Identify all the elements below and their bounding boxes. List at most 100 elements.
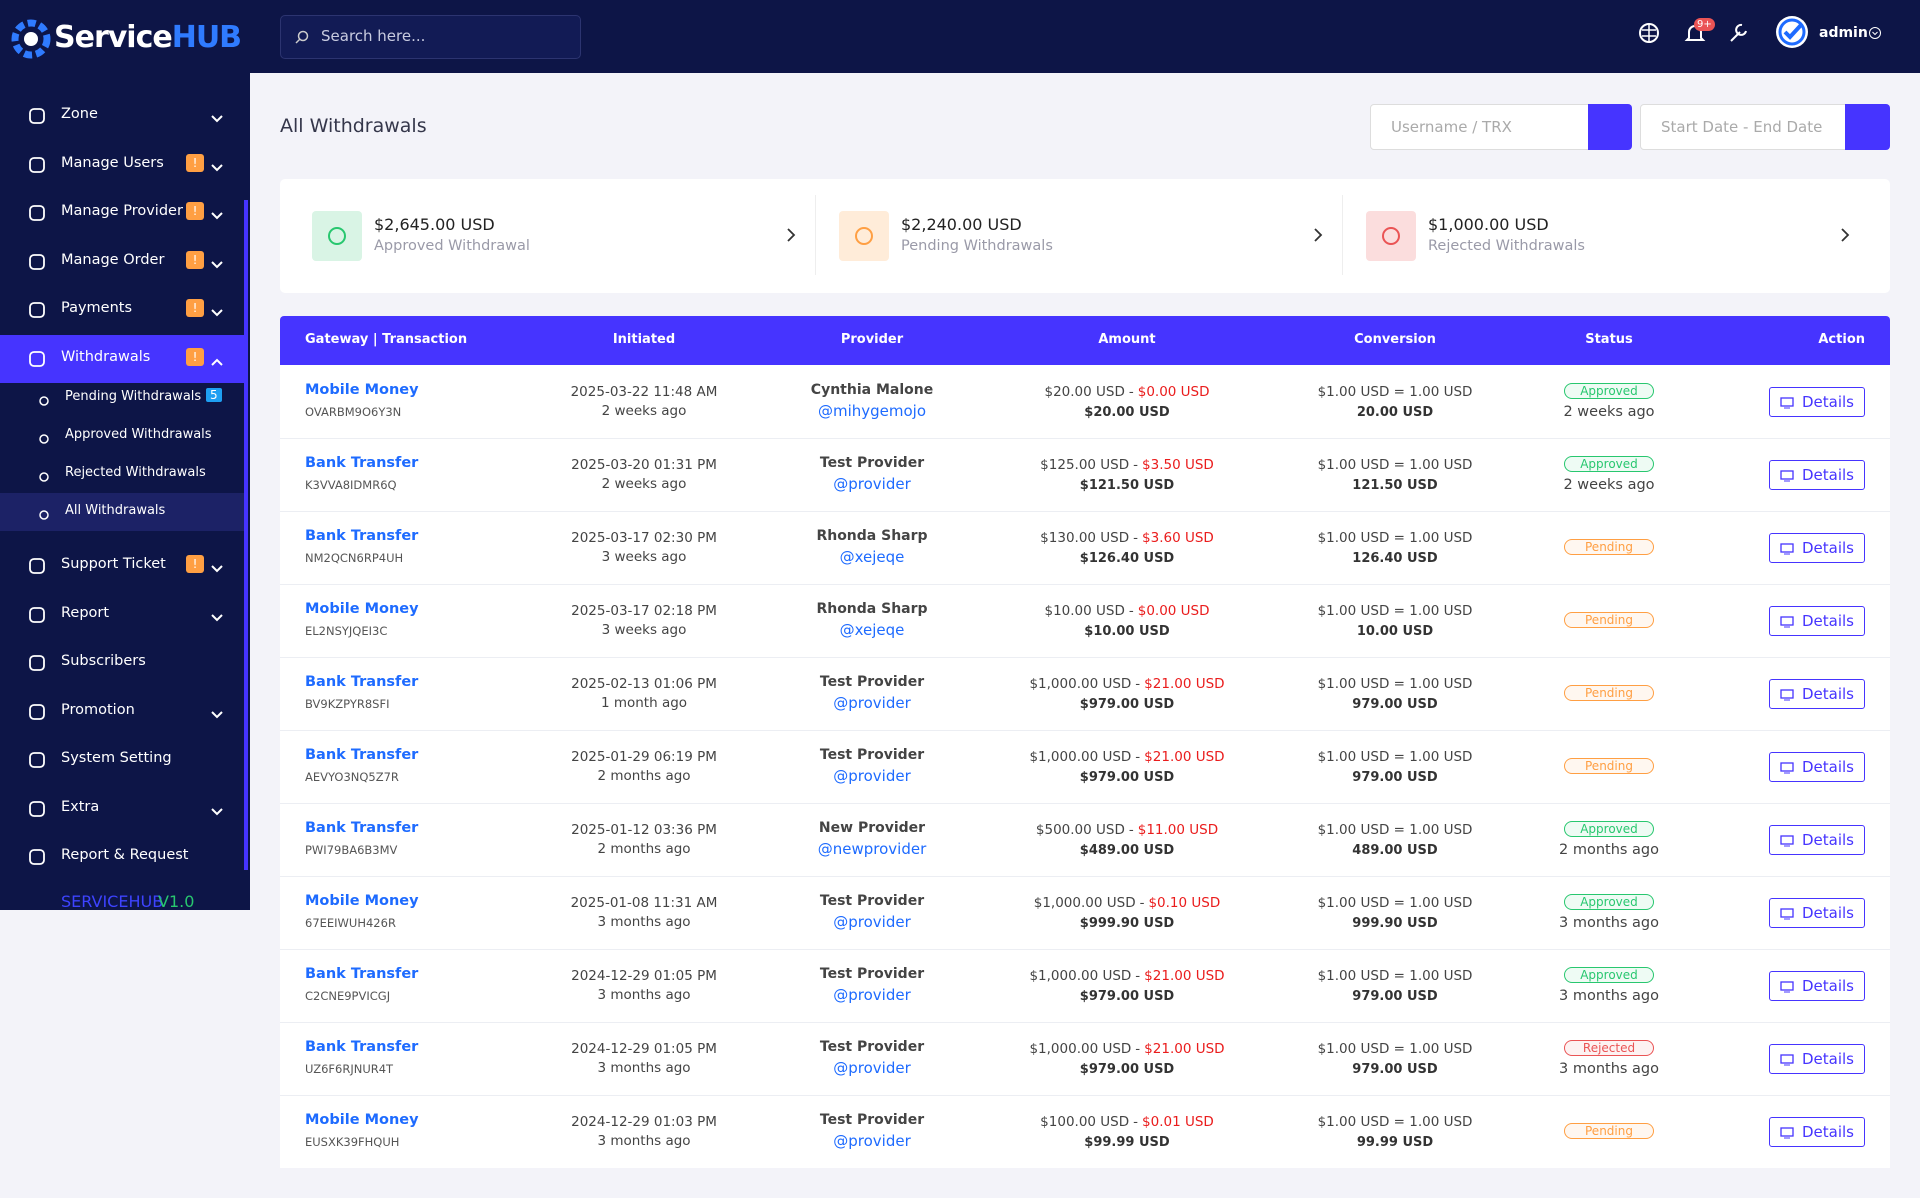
menu-item[interactable]: Promotion — [61, 701, 135, 718]
menu-item[interactable]: Report — [61, 604, 110, 621]
details-label[interactable]: Details — [1801, 539, 1854, 557]
menu-icon — [28, 156, 46, 174]
initiated-ago: 3 weeks ago — [601, 549, 687, 565]
provider-username[interactable]: @provider — [833, 475, 911, 493]
gateway[interactable]: Mobile Money — [305, 1112, 419, 1128]
user-name[interactable]: admin — [1819, 25, 1868, 41]
submenu-item[interactable]: Rejected Withdrawals — [65, 465, 206, 480]
provider-username[interactable]: @provider — [833, 1132, 911, 1150]
provider-name: Test Provider — [819, 966, 925, 982]
details-label[interactable]: Details — [1801, 612, 1854, 630]
details-button[interactable]: Details — [1768, 971, 1865, 1001]
details-label[interactable]: Details — [1801, 977, 1854, 995]
initiated-date: 2025-01-08 11:31 AM — [570, 895, 718, 911]
submenu-item[interactable]: Pending Withdrawals — [65, 389, 202, 404]
date-input[interactable]: Start Date - End Date — [1640, 104, 1846, 150]
provider-username[interactable]: @provider — [833, 694, 911, 712]
menu-item[interactable]: Manage Order — [61, 251, 165, 268]
details-button[interactable]: Details — [1768, 606, 1865, 636]
provider-username[interactable]: @xejeqe — [839, 548, 905, 566]
date-button[interactable] — [1845, 104, 1890, 150]
details-button[interactable]: Details — [1768, 1117, 1865, 1147]
stat-label: Approved Withdrawal — [374, 238, 530, 254]
menu-item[interactable]: Subscribers — [61, 653, 146, 669]
row-divider — [280, 1022, 1890, 1023]
provider-username[interactable]: @newprovider — [817, 840, 927, 858]
amount-line: $20.00 USD - $0.00 USD — [1044, 384, 1209, 400]
details-label[interactable]: Details — [1801, 1050, 1854, 1068]
details-button[interactable]: Details — [1768, 1044, 1865, 1074]
gateway[interactable]: Mobile Money — [305, 601, 419, 617]
menu-item[interactable]: Payments — [61, 300, 133, 316]
provider-username[interactable]: @provider — [833, 913, 911, 931]
gateway[interactable]: Bank Transfer — [305, 1039, 419, 1055]
trx: AEVYO3NQ5Z7R — [305, 770, 399, 784]
gateway[interactable]: Bank Transfer — [305, 747, 419, 763]
avatar[interactable] — [1774, 14, 1810, 50]
charge: $0.00 USD — [1137, 384, 1210, 400]
details-label[interactable]: Details — [1801, 831, 1854, 849]
settings-icon[interactable] — [1728, 22, 1750, 44]
status-badge: Approved — [1564, 967, 1654, 983]
menu-item[interactable]: Manage Users — [61, 154, 164, 171]
menu-item[interactable]: Withdrawals — [61, 348, 151, 365]
gateway[interactable]: Bank Transfer — [305, 674, 419, 690]
details-button[interactable]: Details — [1768, 533, 1865, 563]
filter-input[interactable]: Username / TRX — [1370, 104, 1589, 150]
net-amount: $979.00 USD — [1079, 770, 1175, 785]
details-label[interactable]: Details — [1801, 758, 1854, 776]
details-label[interactable]: Details — [1801, 1123, 1854, 1141]
initiated-date: 2024-12-29 01:05 PM — [571, 1041, 717, 1057]
amount-line: $100.00 USD - $0.01 USD — [1040, 1114, 1214, 1130]
details-button[interactable]: Details — [1768, 825, 1865, 855]
amount: $500.00 USD — [1035, 822, 1125, 838]
provider-username[interactable]: @provider — [833, 986, 911, 1004]
menu-item[interactable]: System Setting — [61, 750, 172, 766]
menu-item[interactable]: Report & Request — [61, 847, 189, 863]
provider-username[interactable]: @mihygemojo — [817, 402, 927, 420]
menu-icon — [28, 350, 46, 368]
initiated-date: 2025-03-22 11:48 AM — [570, 384, 718, 400]
details-label[interactable]: Details — [1801, 466, 1854, 484]
conversion: $1.00 USD = 1.00 USD — [1317, 822, 1473, 838]
trx: EL2NSYJQEI3C — [305, 624, 388, 638]
gateway[interactable]: Bank Transfer — [305, 455, 419, 471]
details-label[interactable]: Details — [1801, 904, 1854, 922]
provider-username[interactable]: @provider — [833, 767, 911, 785]
conversion: $1.00 USD = 1.00 USD — [1317, 457, 1473, 473]
menu-item[interactable]: Extra — [61, 798, 100, 815]
gateway[interactable]: Mobile Money — [305, 893, 419, 909]
row-divider — [280, 438, 1890, 439]
details-button[interactable]: Details — [1768, 679, 1865, 709]
provider-username[interactable]: @xejeqe — [839, 621, 905, 639]
submenu-item[interactable]: All Withdrawals — [65, 503, 166, 518]
table-header — [280, 316, 1890, 365]
charge: $0.00 USD — [1137, 603, 1210, 619]
user-caret — [1869, 27, 1881, 39]
converted: 10.00 USD — [1356, 624, 1434, 639]
language-icon[interactable] — [1638, 22, 1660, 44]
menu-item[interactable]: Support Ticket — [61, 556, 166, 572]
amount: $1,000.00 USD — [1029, 968, 1132, 984]
gateway[interactable]: Bank Transfer — [305, 528, 419, 544]
submenu-item[interactable]: Approved Withdrawals — [65, 427, 212, 442]
search-box[interactable]: Search here... — [280, 15, 581, 59]
details-button[interactable]: Details — [1768, 898, 1865, 928]
details-button[interactable]: Details — [1768, 752, 1865, 782]
menu-item[interactable]: Manage Provider — [61, 203, 183, 219]
details-button[interactable]: Details — [1768, 387, 1865, 417]
scrollbar — [244, 200, 248, 870]
gateway[interactable]: Mobile Money — [305, 382, 419, 398]
amount-line: $1,000.00 USD - $21.00 USD — [1029, 749, 1224, 765]
conversion: $1.00 USD = 1.00 USD — [1317, 603, 1473, 619]
details-label[interactable]: Details — [1801, 393, 1854, 411]
gateway[interactable]: Bank Transfer — [305, 966, 419, 982]
filter-button[interactable] — [1588, 104, 1632, 150]
row-divider — [280, 511, 1890, 512]
menu-item[interactable]: Zone — [61, 106, 98, 122]
details-button[interactable]: Details — [1768, 460, 1865, 490]
details-label[interactable]: Details — [1801, 685, 1854, 703]
provider-username[interactable]: @provider — [833, 1059, 911, 1077]
status-badge: Rejected — [1564, 1040, 1654, 1056]
gateway[interactable]: Bank Transfer — [305, 820, 419, 836]
